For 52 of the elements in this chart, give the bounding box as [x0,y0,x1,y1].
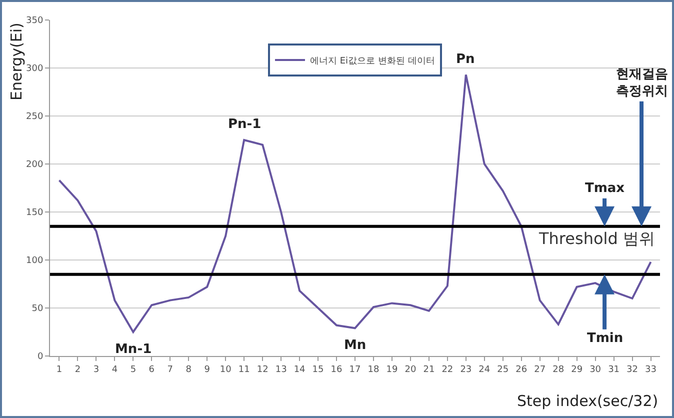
x-tick-label: 6 [148,364,155,375]
x-tick-label: 28 [552,364,564,375]
y-tick-label: 0 [37,352,44,362]
x-tick-label: 9 [204,364,210,375]
x-tick-label: 8 [186,364,192,375]
legend-label: 에너지 Ei값으로 변화된 데이터 [310,56,435,67]
y-tick-label: 250 [26,112,44,122]
annotation: Mn-1 [115,342,152,357]
ref-line-label: Tmax [585,181,626,196]
x-tick-label: 19 [386,364,398,375]
x-tick-label: 33 [645,364,656,375]
x-tick-label: 25 [497,364,509,375]
x-tick-label: 21 [423,364,435,375]
x-tick-label: 12 [256,364,268,375]
x-tick-label: 30 [590,364,602,375]
x-axis-title: Step index(sec/32) [517,392,658,410]
x-tick-label: 1 [56,364,62,375]
x-tick-label: 18 [368,364,380,375]
x-tick-label: 7 [167,364,174,375]
x-tick-label: 24 [478,364,490,375]
x-tick-label: 10 [220,364,232,375]
y-tick-label: 350 [26,16,44,26]
x-tick-label: 17 [349,364,361,375]
y-tick-label: 300 [26,64,44,74]
x-tick-label: 2 [74,364,81,375]
x-tick-label: 4 [112,364,118,375]
x-tick-label: 27 [534,364,546,375]
x-tick-label: 29 [571,364,583,375]
x-tick-label: 5 [130,364,136,375]
annotation: Pn-1 [228,117,262,132]
x-tick-label: 11 [238,364,250,375]
x-tick-label: 15 [312,364,324,375]
ref-line-label: Tmin [587,331,624,346]
x-tick-label: 20 [404,364,416,375]
annotation: Threshold 범위 [538,229,655,248]
annotation: 현재걸음 측정위치 [616,67,668,99]
y-axis-title: Energy(Ei) [7,22,26,100]
annotation: Mn [344,338,366,353]
x-tick-label: 32 [626,364,638,375]
y-tick-label: 200 [26,160,44,170]
x-tick-label: 23 [460,364,472,375]
y-tick-label: 100 [26,256,44,266]
x-tick-label: 22 [442,364,454,375]
x-tick-label: 13 [275,364,287,375]
x-tick-label: 31 [608,364,620,375]
x-tick-label: 16 [330,364,343,375]
y-tick-label: 50 [32,304,44,314]
x-tick-label: 3 [93,364,100,375]
y-tick-label: 150 [26,208,44,218]
x-tick-label: 14 [294,364,306,375]
annotation: Pn [456,52,475,67]
x-tick-label: 26 [516,364,528,375]
